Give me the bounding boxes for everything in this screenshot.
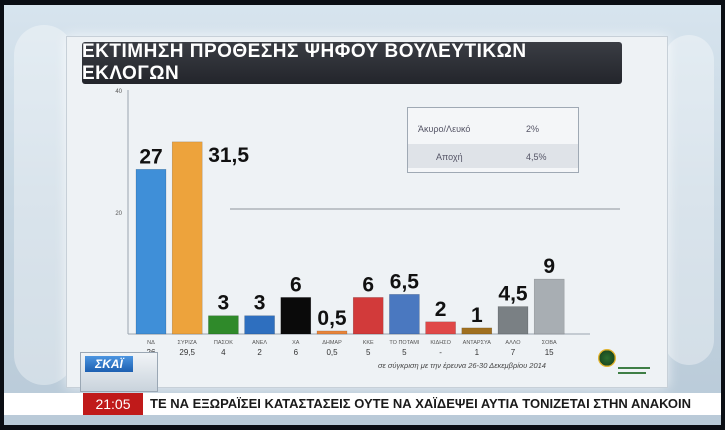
previous-value-label: 29,5 (179, 348, 195, 357)
bar-1 (171, 141, 203, 335)
chart-title: ΕΚΤΙΜΗΣΗ ΠΡΟΘΕΣΗΣ ΨΗΦΟΥ ΒΟΥΛΕΥΤΙΚΩΝ ΕΚΛΟ… (82, 41, 622, 84)
previous-value-label: 15 (545, 348, 554, 357)
bar-value-label: 0,5 (317, 307, 347, 330)
category-label: ΑΛΛΟ (505, 340, 521, 346)
bar-value-label: 3 (254, 292, 266, 315)
ticker-text: ΤΕ ΝΑ ΕΞΩΡΑΪΣΕΙ ΚΑΤΑΣΤΑΣΕΙΣ ΟΥΤΕ ΝΑ ΧΑΪΔ… (150, 396, 692, 411)
y-tick-label: 40 (115, 89, 122, 95)
bar-3 (244, 315, 275, 335)
ticker-clock: 21:05 (83, 393, 143, 415)
category-label: ΧΑ (292, 340, 300, 346)
bar-11 (533, 278, 565, 335)
bar-value-label: 9 (543, 255, 555, 278)
previous-value-label: - (439, 348, 442, 357)
previous-value-label: 4 (221, 348, 226, 357)
legend-box: Άκυρο/Λευκό 2% Αποχή 4,5% (407, 107, 579, 173)
previous-value-label: 6 (294, 348, 299, 357)
category-label: ΔΗΜΑΡ (322, 340, 342, 346)
bar-7 (389, 294, 420, 335)
category-label: ΑΝΕΛ (252, 340, 267, 346)
bar-value-label: 1 (471, 304, 483, 327)
legend-value-invalid: 2% (526, 124, 540, 134)
bar-10 (497, 306, 529, 335)
pollster-logo (592, 347, 654, 383)
category-label: ΑΝΤΑΡΣΥΑ (463, 340, 492, 346)
background-glow-left (14, 25, 74, 385)
legend-value-abstention: 4,5% (526, 152, 547, 162)
bar-6 (352, 297, 384, 335)
bar-5 (316, 330, 348, 335)
previous-value-label: 7 (511, 348, 516, 357)
bar-value-label: 27 (139, 145, 162, 168)
bar-value-label: 6,5 (390, 270, 420, 293)
bar-value-label: 31,5 (208, 144, 249, 167)
y-tick-label: 20 (115, 211, 122, 217)
bar-2 (208, 315, 239, 335)
legend-row-invalid: Άκυρο/Λευκό 2% (408, 116, 578, 140)
bar-0 (135, 169, 167, 335)
logo-line (618, 372, 646, 374)
category-label: ΚΚΕ (363, 340, 374, 346)
bar-value-label: 6 (290, 273, 302, 296)
previous-value-label: 1 (475, 348, 480, 357)
category-label: ΠΑΣΟΚ (214, 340, 233, 346)
legend-label-abstention: Αποχή (436, 152, 463, 162)
logo-line (618, 367, 650, 369)
category-label: ΣΥΡΙΖΑ (178, 340, 198, 346)
comparison-footnote: σε σύγκριση με την έρευνα 26-30 Δεκεμβρί… (378, 361, 546, 370)
channel-logo-text: ΣΚΑΪ (85, 356, 133, 372)
university-seal-icon (598, 349, 616, 367)
news-ticker: 21:05 ΤΕ ΝΑ ΕΞΩΡΑΪΣΕΙ ΚΑΤΑΣΤΑΣΕΙΣ ΟΥΤΕ Ν… (4, 393, 721, 415)
bar-4 (280, 297, 312, 335)
previous-value-label: 5 (366, 348, 371, 357)
bar-value-label: 4,5 (498, 283, 528, 306)
category-label: ΝΔ (147, 340, 155, 346)
bar-value-label: 6 (362, 273, 374, 296)
bar-value-label: 2 (435, 298, 447, 321)
category-label: ΤΟ ΠΟΤΑΜΙ (389, 340, 420, 346)
previous-value-label: 2 (257, 348, 262, 357)
category-label: ΚΙΔΗΣΟ (430, 340, 451, 346)
bar-9 (461, 327, 493, 335)
legend-row-abstention: Αποχή 4,5% (408, 144, 578, 168)
previous-value-label: 5 (402, 348, 407, 357)
category-label: ΣΟΒΑ (542, 340, 557, 346)
channel-logo: ΣΚΑΪ (80, 352, 158, 392)
bar-value-label: 3 (218, 292, 230, 315)
previous-value-label: 0,5 (326, 348, 338, 357)
legend-label-invalid: Άκυρο/Λευκό (418, 124, 471, 134)
background-glow-right (664, 35, 714, 365)
bar-8 (425, 321, 456, 335)
